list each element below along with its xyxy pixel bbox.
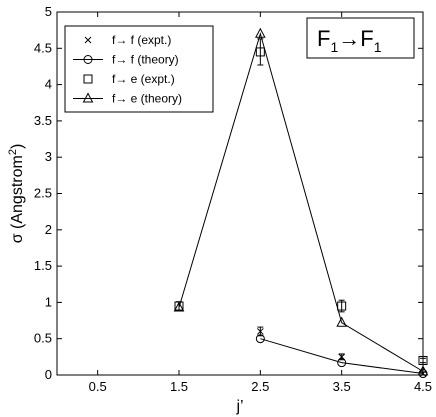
y-axis-title: σ (Angstrom2) bbox=[7, 144, 26, 244]
x-tick-label: 2.5 bbox=[251, 379, 269, 394]
y-axis-title-close: ) bbox=[9, 144, 26, 149]
data-point bbox=[336, 316, 347, 327]
data-point bbox=[173, 301, 185, 312]
marker-triangle bbox=[417, 365, 429, 376]
annotation-arrow: → bbox=[338, 26, 360, 51]
y-tick-label: 3 bbox=[45, 149, 52, 164]
y-tick-label: 4 bbox=[45, 77, 52, 92]
y-tick-label: 3.5 bbox=[34, 113, 52, 128]
legend-label: f→ e (expt.) bbox=[112, 72, 175, 86]
y-tick-label: 2 bbox=[45, 222, 52, 237]
annotation-right: F bbox=[360, 26, 373, 51]
y-tick-label: 2.5 bbox=[34, 186, 52, 201]
marker-triangle bbox=[82, 92, 94, 103]
x-tick-label: 1.5 bbox=[170, 379, 188, 394]
annotation-box: F1→F1 bbox=[306, 17, 415, 59]
marker-triangle bbox=[336, 316, 347, 327]
legend-entry-1: f→ f (theory) bbox=[73, 53, 179, 67]
y-tick-label: 1.5 bbox=[34, 258, 52, 273]
data-point bbox=[255, 47, 265, 57]
y-tick-label: 0 bbox=[45, 367, 52, 382]
marker-triangle bbox=[173, 301, 185, 312]
y-tick-label: 1 bbox=[45, 294, 52, 309]
y-tick-label: 4.5 bbox=[34, 40, 52, 55]
legend-entry-3: f→ e (theory) bbox=[73, 92, 182, 106]
annotation-left-sub: 1 bbox=[330, 39, 338, 55]
y-axis-title-sup: 2 bbox=[7, 149, 19, 155]
legend-entry-0: f→ f (expt.) bbox=[84, 33, 171, 47]
marker-square bbox=[83, 74, 93, 84]
legend-label: f→ e (theory) bbox=[112, 92, 182, 106]
marker-stroke bbox=[256, 328, 264, 335]
x-tick-label: 3.5 bbox=[333, 379, 351, 394]
series-2 bbox=[174, 38, 428, 365]
annotation-frame bbox=[306, 17, 415, 59]
data-point bbox=[256, 328, 264, 335]
legend-entry-2: f→ e (expt.) bbox=[83, 72, 175, 86]
data-point bbox=[255, 27, 266, 38]
data-point bbox=[337, 358, 347, 368]
marker-square bbox=[337, 301, 347, 311]
marker-circle bbox=[255, 334, 265, 344]
marker-square bbox=[418, 355, 428, 365]
legend: f→ f (expt.) f→ f (theory) f→ e (expt.) f→ … bbox=[64, 25, 214, 113]
marker-stroke bbox=[84, 36, 92, 44]
annotation-label: F1→F1 bbox=[317, 26, 382, 55]
axes: 0 0.5 1 1.5 2 2.5 3 3.5 4 4.5 5 0.5 1.5 2.5 3.5 4.5 j’ σ … bbox=[7, 4, 432, 415]
x-tick-label: 0.5 bbox=[89, 379, 107, 394]
marker-triangle bbox=[255, 27, 266, 38]
series-layer bbox=[173, 27, 429, 379]
x-tick-label: 4.5 bbox=[414, 379, 432, 394]
data-point bbox=[417, 365, 429, 376]
data-point bbox=[418, 355, 428, 365]
legend-marker bbox=[83, 74, 93, 84]
y-axis-title-main: σ (Angstrom bbox=[9, 155, 26, 243]
series-0 bbox=[256, 326, 427, 377]
data-point bbox=[337, 301, 347, 311]
marker-square bbox=[255, 47, 265, 57]
legend-marker bbox=[82, 92, 94, 103]
series-line bbox=[260, 338, 424, 375]
y-tick-label: 5 bbox=[45, 4, 52, 19]
series-3 bbox=[173, 27, 429, 376]
legend-label: f→ f (expt.) bbox=[112, 33, 171, 47]
y-tick-label: 0.5 bbox=[34, 331, 52, 346]
legend-marker bbox=[83, 55, 93, 64]
legend-marker bbox=[84, 36, 92, 44]
annotation-right-sub: 1 bbox=[374, 39, 382, 55]
series-line bbox=[178, 31, 424, 372]
x-axis-title: j’ bbox=[235, 398, 243, 415]
marker-circle bbox=[337, 358, 347, 368]
marker-circle bbox=[83, 55, 93, 64]
annotation-left: F bbox=[317, 26, 330, 51]
data-point bbox=[255, 334, 265, 344]
legend-label: f→ f (theory) bbox=[112, 53, 179, 67]
